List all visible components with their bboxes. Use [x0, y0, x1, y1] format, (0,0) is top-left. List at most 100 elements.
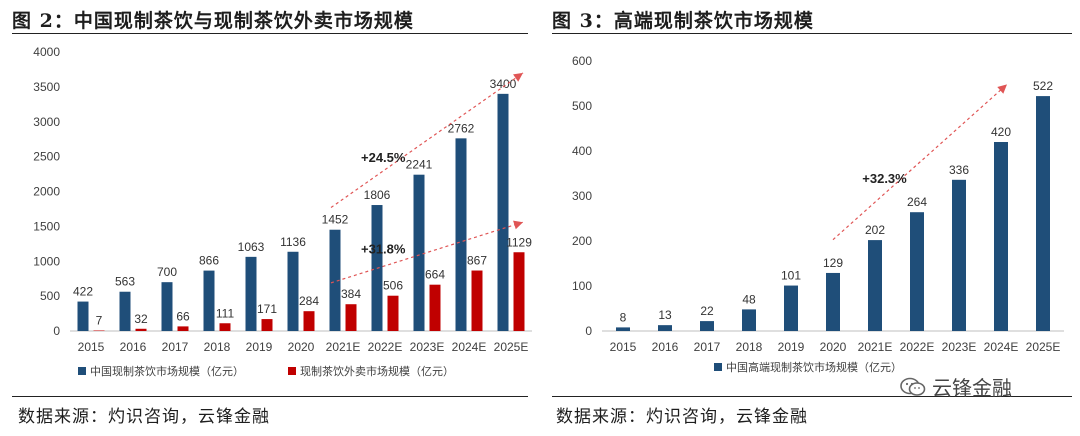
- right-y-tick-label: 500: [572, 99, 592, 113]
- right-data-label: 202: [865, 223, 885, 237]
- left-legend-swatch: [78, 367, 86, 375]
- left-data-label: 700: [157, 265, 177, 279]
- left-bar-primary: [245, 256, 257, 331]
- left-title-rule: [12, 33, 528, 34]
- left-x-tick-label: 2022E: [368, 340, 403, 354]
- right-bar-primary: [742, 309, 756, 331]
- right-legend-swatch: [714, 363, 722, 371]
- right-bar-chart: 0 100 200 300 400 500 600 8 13 22 48 101 129 202 264 33…: [572, 54, 1064, 374]
- left-x-tick-label: 2020: [288, 340, 315, 354]
- left-y-tick-label: 1000: [33, 254, 60, 268]
- right-bar-primary: [616, 327, 630, 331]
- right-bar-primary: [784, 285, 798, 331]
- right-x-tick-label: 2020: [820, 340, 847, 354]
- watermark-text: 云锋金融: [932, 376, 1012, 400]
- left-chart-title: 图 2：中国现制茶饮与现制茶饮外卖市场规模: [12, 10, 414, 32]
- left-bar-secondary: [303, 311, 315, 331]
- left-x-tick-label: 2024E: [452, 340, 487, 354]
- left-bar-primary: [161, 282, 173, 331]
- left-bar-chart: 0 500 1000 1500 2000 2500 3000 3500 4000 422 563 70…: [33, 45, 532, 378]
- right-trend-arrow-line: [832, 83, 1008, 241]
- left-bar-primary: [287, 251, 299, 331]
- left-data-label: 66: [176, 309, 190, 323]
- left-legend-label: 中国现制茶饮市场规模（亿元）: [90, 364, 244, 378]
- right-y-tick-label: 400: [572, 144, 592, 158]
- left-data-label: 1806: [364, 188, 391, 202]
- left-data-label: 2762: [448, 121, 475, 135]
- right-title-rule: [552, 33, 1072, 34]
- left-data-label: 867: [467, 254, 487, 268]
- right-x-tick-label: 2023E: [942, 340, 977, 354]
- right-y-tick-label: 600: [572, 54, 592, 68]
- left-x-tick-label: 2025E: [494, 340, 529, 354]
- left-bottom-rule: [12, 396, 528, 397]
- left-bar-primary: [497, 93, 509, 331]
- left-data-label: 1136: [280, 235, 306, 249]
- right-data-label: 420: [991, 125, 1011, 139]
- left-data-label: 422: [73, 285, 93, 299]
- right-x-tick-label: 2021E: [858, 340, 893, 354]
- left-y-tick-label: 2500: [33, 150, 60, 164]
- right-data-label: 129: [823, 256, 843, 270]
- right-x-tick-label: 2024E: [984, 340, 1019, 354]
- right-data-label: 264: [907, 195, 927, 209]
- left-x-tick-label: 2015: [78, 340, 105, 354]
- left-data-label: 506: [383, 279, 403, 293]
- left-data-label: 171: [257, 302, 277, 316]
- left-bar-secondary: [219, 323, 231, 331]
- left-bar-primary: [413, 174, 425, 331]
- right-data-label: 8: [620, 310, 627, 324]
- left-data-label: 1129: [506, 235, 532, 249]
- left-x-tick-label: 2017: [162, 340, 189, 354]
- right-bar-primary: [910, 212, 924, 331]
- right-bar-primary: [994, 142, 1008, 331]
- right-x-tick-label: 2018: [736, 340, 763, 354]
- right-data-label: 22: [700, 304, 714, 318]
- watermark: 云锋金融: [900, 372, 1012, 401]
- left-data-label: 384: [341, 287, 361, 301]
- right-x-tick-label: 2025E: [1026, 340, 1061, 354]
- left-bar-primary: [203, 270, 215, 331]
- right-data-label: 336: [949, 163, 969, 177]
- left-y-tick-label: 500: [40, 289, 60, 303]
- left-data-label: 3400: [490, 77, 517, 91]
- right-x-tick-label: 2016: [652, 340, 679, 354]
- left-y-tick-label: 3000: [33, 115, 60, 129]
- left-x-tick-label: 2018: [204, 340, 231, 354]
- left-growth-label: +24.5%: [361, 150, 406, 165]
- left-data-label: 664: [425, 268, 445, 282]
- wechat-icon: [900, 377, 926, 397]
- left-bar-secondary: [471, 270, 483, 331]
- left-y-tick-label: 4000: [33, 45, 60, 59]
- left-bar-secondary: [177, 326, 189, 331]
- right-data-label: 13: [658, 308, 672, 322]
- left-legend-swatch: [288, 367, 296, 375]
- left-trend-arrow-line: [330, 72, 524, 209]
- left-y-tick-label: 3500: [33, 80, 60, 94]
- left-trend-arrow-head: [513, 220, 523, 230]
- right-bar-primary: [868, 240, 882, 331]
- right-y-tick-label: 100: [572, 279, 592, 293]
- right-chart-title: 图 3：高端现制茶饮市场规模: [552, 10, 814, 32]
- left-x-tick-label: 2021E: [326, 340, 361, 354]
- left-growth-label: +31.8%: [361, 242, 406, 257]
- left-trend-arrow-head: [513, 72, 523, 82]
- right-bar-primary: [826, 272, 840, 331]
- left-bar-primary: [119, 291, 131, 331]
- right-bar-primary: [700, 321, 714, 331]
- left-data-label: 1452: [322, 213, 349, 227]
- right-legend-label: 中国高端现制茶饮市场规模（亿元）: [726, 360, 902, 374]
- left-x-tick-label: 2023E: [410, 340, 445, 354]
- right-x-tick-label: 2015: [610, 340, 637, 354]
- left-data-label: 32: [134, 312, 148, 326]
- left-data-label: 111: [216, 306, 235, 320]
- right-bar-primary: [952, 179, 966, 331]
- left-y-tick-label: 2000: [33, 185, 60, 199]
- left-x-tick-label: 2019: [246, 340, 273, 354]
- left-bar-secondary: [429, 284, 441, 331]
- right-x-tick-label: 2019: [778, 340, 805, 354]
- left-bar-primary: [455, 138, 467, 331]
- left-data-label: 284: [299, 294, 319, 308]
- right-y-tick-label: 0: [585, 324, 592, 338]
- right-y-tick-label: 300: [572, 189, 592, 203]
